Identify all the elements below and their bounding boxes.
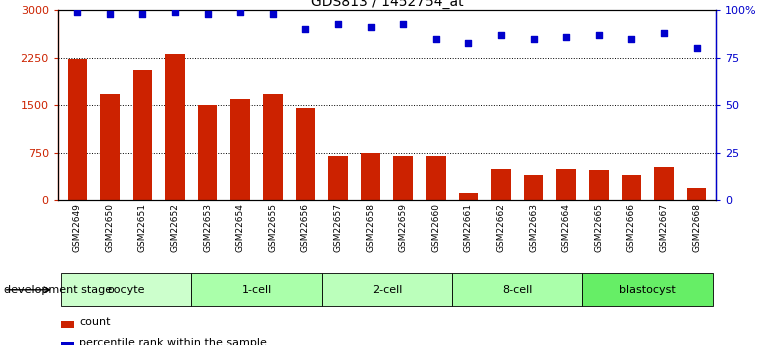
Point	[495, 32, 507, 38]
Text: GSM22666: GSM22666	[627, 204, 636, 253]
Bar	[328, 156, 348, 200]
Bar	[426, 156, 446, 200]
Bar	[192, 273, 322, 306]
Bar	[589, 170, 608, 200]
Bar	[322, 273, 452, 306]
Text: GSM22659: GSM22659	[399, 204, 408, 253]
Point	[364, 25, 377, 30]
Bar	[557, 169, 576, 200]
Bar	[654, 167, 674, 200]
Bar	[621, 175, 641, 200]
Point	[136, 11, 149, 17]
Point	[104, 11, 116, 17]
Text: GSM22660: GSM22660	[431, 204, 440, 253]
Bar	[61, 342, 74, 345]
Bar	[61, 321, 74, 328]
Bar	[166, 54, 185, 200]
Point	[430, 36, 442, 42]
Text: development stage: development stage	[4, 285, 112, 295]
Text: 1-cell: 1-cell	[242, 285, 272, 295]
Text: GSM22662: GSM22662	[497, 204, 505, 252]
Point	[462, 40, 474, 46]
Point	[71, 10, 83, 15]
Bar	[491, 169, 511, 200]
Bar	[263, 94, 283, 200]
Point	[560, 34, 572, 40]
Text: GSM22655: GSM22655	[269, 204, 277, 253]
Bar	[582, 273, 713, 306]
Bar	[687, 188, 706, 200]
Point	[625, 36, 638, 42]
Point	[658, 30, 670, 36]
Text: GSM22651: GSM22651	[138, 204, 147, 253]
Point	[266, 11, 279, 17]
Bar	[296, 108, 315, 200]
Text: oocyte: oocyte	[108, 285, 145, 295]
Bar	[230, 99, 250, 200]
Text: GSM22652: GSM22652	[171, 204, 179, 252]
Text: GSM22650: GSM22650	[105, 204, 115, 253]
Point	[527, 36, 540, 42]
Text: count: count	[79, 317, 111, 327]
Title: GDS813 / 1452754_at: GDS813 / 1452754_at	[310, 0, 464, 9]
Bar	[68, 59, 87, 200]
Text: 2-cell: 2-cell	[372, 285, 402, 295]
Point	[234, 10, 246, 15]
Point	[593, 32, 605, 38]
Bar	[132, 70, 152, 200]
Text: GSM22668: GSM22668	[692, 204, 701, 253]
Text: GSM22664: GSM22664	[561, 204, 571, 252]
Bar	[452, 273, 582, 306]
Text: GSM22658: GSM22658	[366, 204, 375, 253]
Bar	[459, 193, 478, 200]
Point	[691, 46, 703, 51]
Text: 8-cell: 8-cell	[502, 285, 533, 295]
Text: GSM22663: GSM22663	[529, 204, 538, 253]
Bar	[61, 273, 192, 306]
Point	[300, 27, 312, 32]
Bar	[100, 94, 119, 200]
Bar	[198, 105, 217, 200]
Text: GSM22656: GSM22656	[301, 204, 310, 253]
Text: GSM22667: GSM22667	[659, 204, 668, 253]
Text: GSM22653: GSM22653	[203, 204, 213, 253]
Point	[202, 11, 214, 17]
Text: GSM22649: GSM22649	[73, 204, 82, 252]
Text: GSM22665: GSM22665	[594, 204, 603, 253]
Point	[169, 10, 181, 15]
Text: blastocyst: blastocyst	[619, 285, 676, 295]
Text: GSM22654: GSM22654	[236, 204, 245, 252]
Text: GSM22657: GSM22657	[333, 204, 343, 253]
Point	[397, 21, 410, 27]
Text: GSM22661: GSM22661	[464, 204, 473, 253]
Point	[332, 21, 344, 27]
Text: percentile rank within the sample: percentile rank within the sample	[79, 338, 267, 345]
Bar	[393, 156, 413, 200]
Bar	[361, 153, 380, 200]
Bar	[524, 175, 544, 200]
